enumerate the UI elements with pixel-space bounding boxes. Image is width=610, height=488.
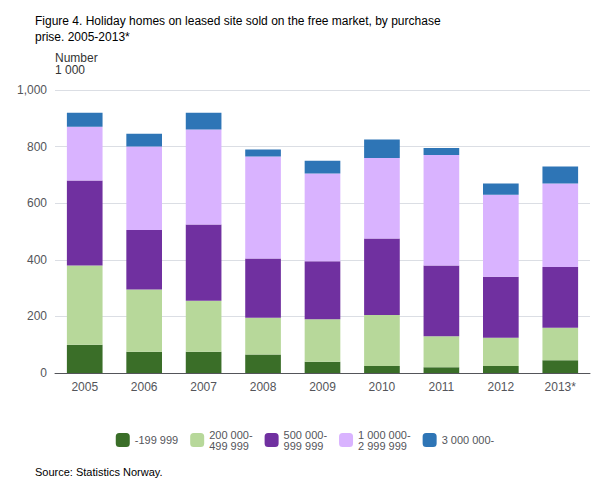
svg-text:1,000: 1,000 — [17, 83, 47, 97]
svg-text:2013*: 2013* — [545, 380, 577, 394]
svg-text:200 000-: 200 000- — [209, 428, 253, 441]
svg-text:2012: 2012 — [487, 380, 514, 394]
svg-text:499 999: 499 999 — [209, 440, 249, 452]
svg-text:500 000-: 500 000- — [283, 428, 328, 441]
svg-text:2005: 2005 — [71, 380, 98, 394]
svg-text:prise. 2005-2013*: prise. 2005-2013* — [35, 30, 130, 44]
svg-text:Source: Statistics Norway.: Source: Statistics Norway. — [35, 466, 163, 478]
svg-text:2011: 2011 — [428, 380, 454, 394]
svg-text:999 999: 999 999 — [284, 440, 324, 452]
svg-text:0: 0 — [40, 366, 47, 380]
svg-text:400: 400 — [27, 253, 47, 267]
svg-text:2008: 2008 — [250, 380, 277, 394]
svg-text:-199 999: -199 999 — [135, 434, 178, 446]
svg-text:Number: Number — [55, 51, 98, 65]
svg-text:3 000 000-: 3 000 000- — [442, 434, 495, 446]
svg-text:2007: 2007 — [190, 380, 217, 394]
svg-text:1 000: 1 000 — [55, 63, 85, 77]
svg-text:2006: 2006 — [131, 380, 158, 394]
svg-text:200: 200 — [27, 309, 47, 323]
svg-text:800: 800 — [27, 140, 47, 154]
svg-text:600: 600 — [27, 196, 47, 210]
svg-text:2 999 999: 2 999 999 — [358, 440, 407, 452]
svg-text:2010: 2010 — [369, 380, 396, 394]
svg-text:2009: 2009 — [309, 380, 336, 394]
svg-text:1 000 000-: 1 000 000- — [358, 428, 411, 441]
svg-text:Figure 4. Holiday homes on lea: Figure 4. Holiday homes on leased site s… — [35, 14, 441, 28]
